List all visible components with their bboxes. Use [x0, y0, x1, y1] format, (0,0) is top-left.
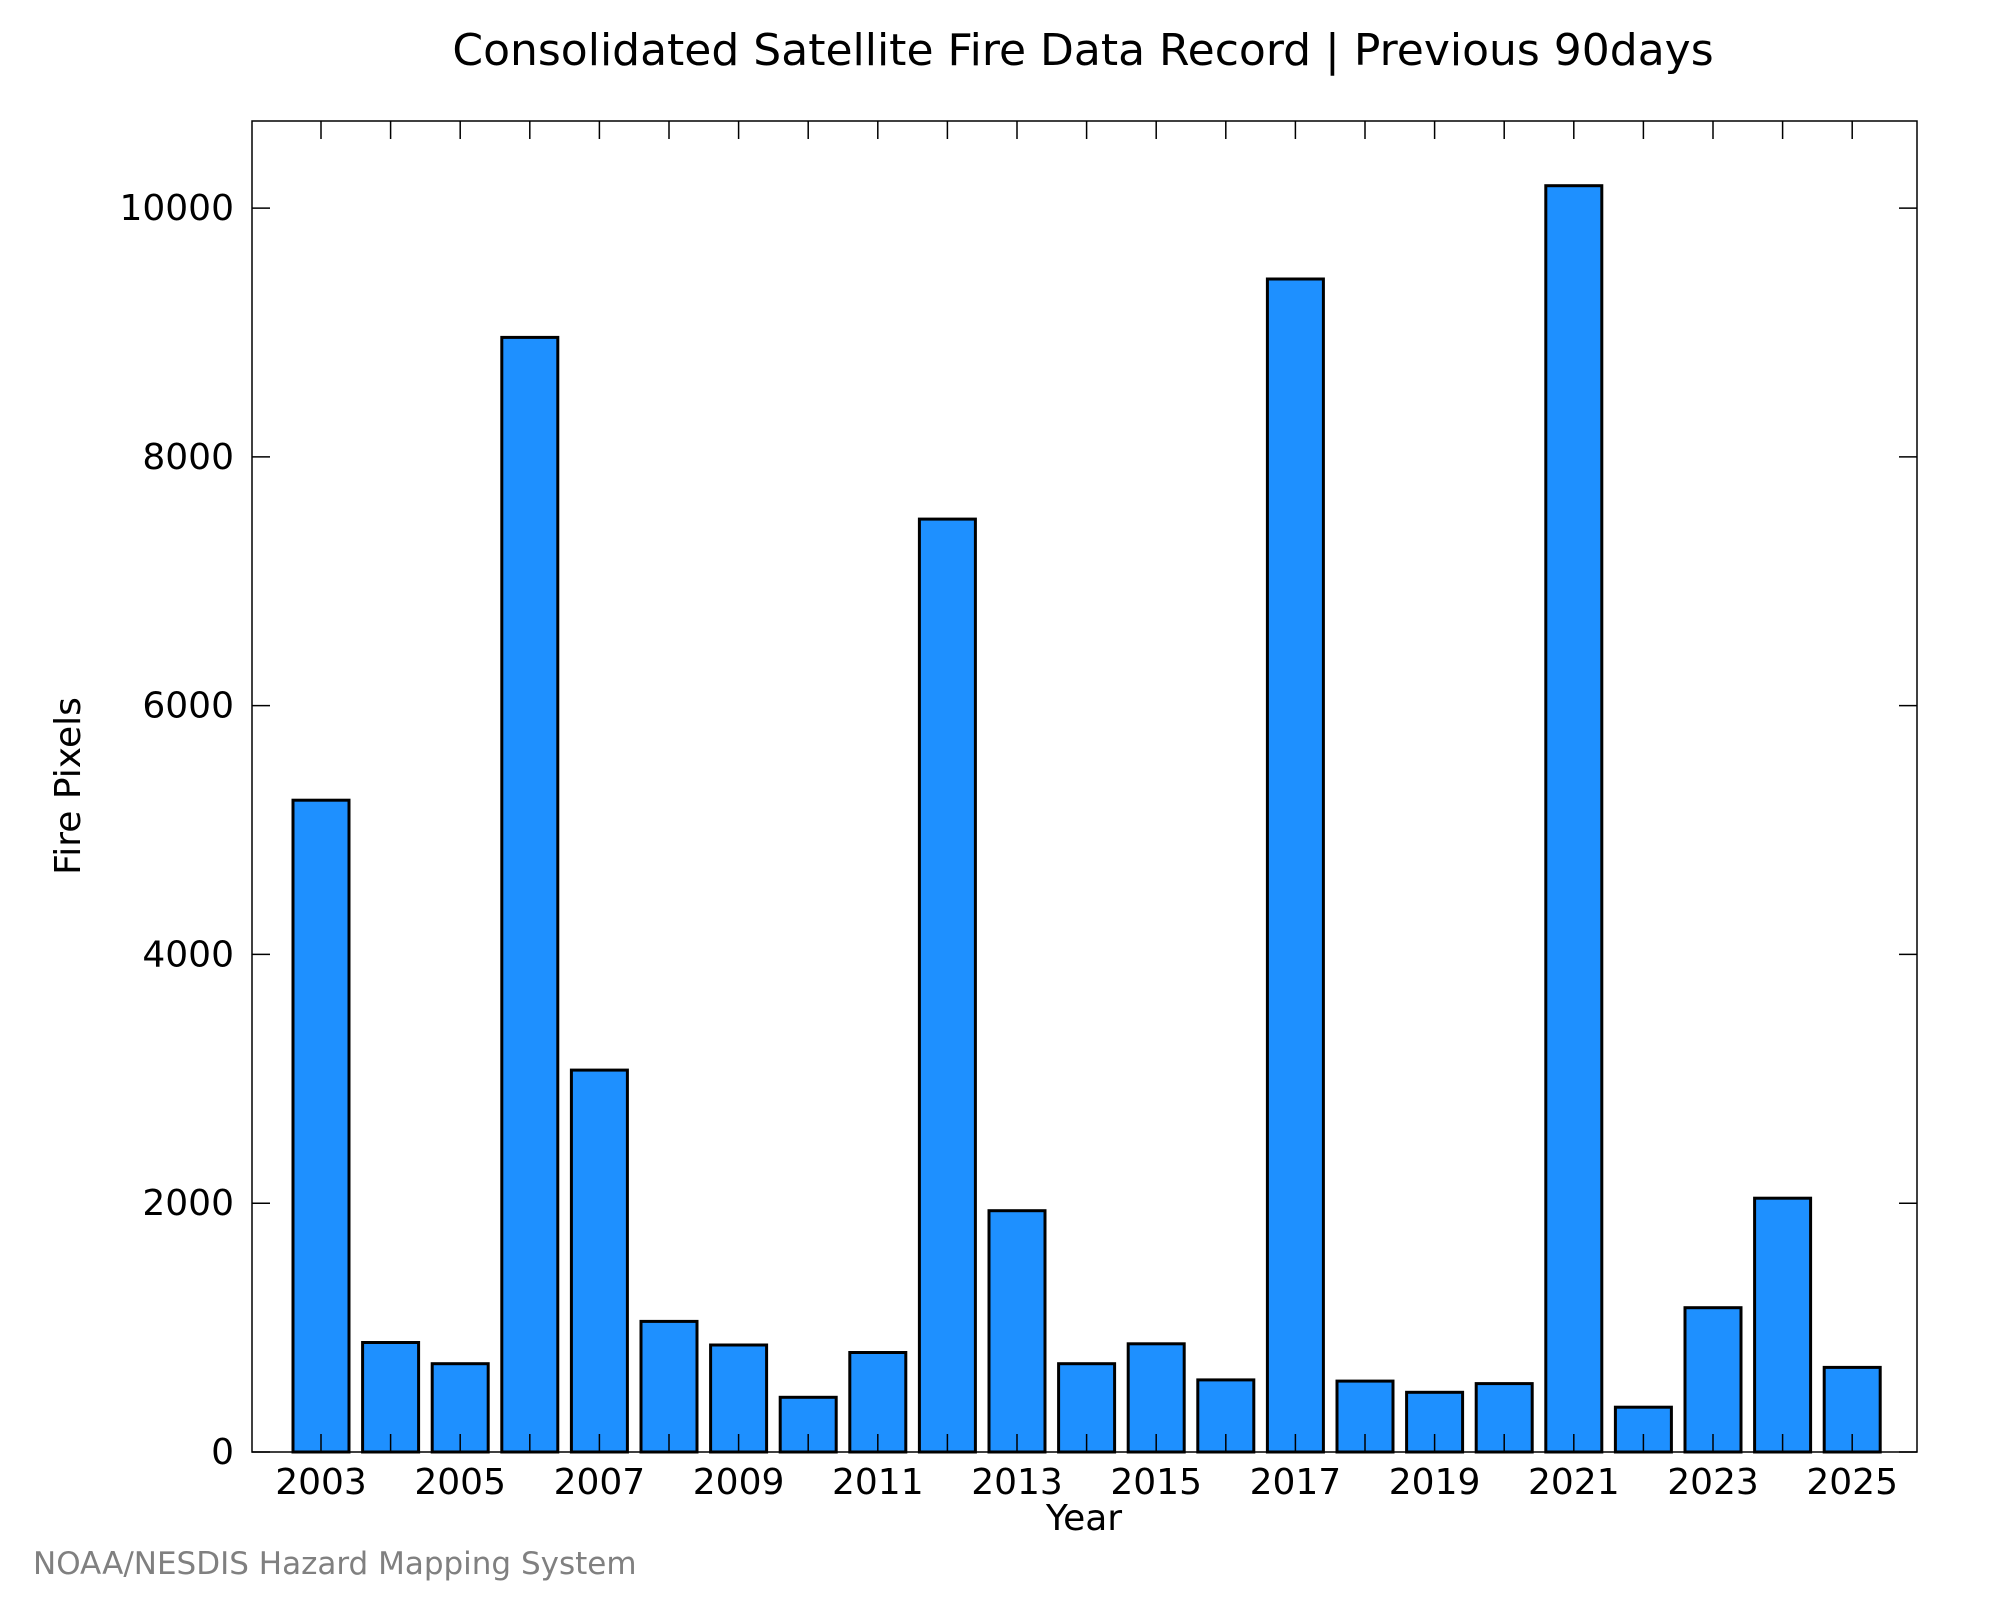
y-tick-label: 8000: [142, 437, 234, 478]
x-tick-label: 2021: [1528, 1462, 1620, 1503]
bar-2021: [1544, 184, 1604, 1454]
bars-group: [291, 184, 1882, 1454]
x-axis: 2003 2005 2007 2009 2011 2013 2015 2017 2019 2021…: [275, 121, 1898, 1503]
y-axis-label: Fire Pixels: [48, 697, 89, 875]
bar-2013: [987, 1209, 1047, 1454]
y-tick-label: 6000: [142, 686, 234, 727]
x-tick-label: 2015: [1110, 1462, 1202, 1503]
bar-2012: [917, 517, 977, 1454]
x-tick-label: 2011: [832, 1462, 924, 1503]
x-tick-label: 2013: [971, 1462, 1063, 1503]
source-credit: NOAA/NESDIS Hazard Mapping System: [33, 1546, 637, 1582]
x-tick-label: 2025: [1806, 1462, 1898, 1503]
bar-2015: [1126, 1342, 1186, 1454]
x-tick-label: 2003: [275, 1462, 367, 1503]
x-tick-label: 2019: [1389, 1462, 1481, 1503]
y-tick-label: 0: [211, 1432, 234, 1473]
bar-2008: [639, 1319, 699, 1454]
bar-2017: [1265, 277, 1325, 1454]
y-tick-label: 10000: [119, 188, 234, 229]
bar-2007: [569, 1068, 629, 1454]
x-tick-label: 2009: [693, 1462, 785, 1503]
x-tick-label: 2023: [1667, 1462, 1759, 1503]
x-tick-label: 2007: [554, 1462, 646, 1503]
y-tick-label: 2000: [142, 1183, 234, 1224]
y-tick-label: 4000: [142, 934, 234, 975]
chart-title: Consolidated Satellite Fire Data Record …: [452, 25, 1713, 76]
bar-2024: [1753, 1196, 1813, 1454]
bar-2006: [500, 335, 560, 1454]
bar-2003: [291, 798, 351, 1454]
bar-2023: [1683, 1306, 1743, 1454]
y-axis: 0 2000 4000 6000 8000 10000: [119, 188, 1917, 1473]
x-tick-label: 2017: [1250, 1462, 1342, 1503]
x-tick-label: 2005: [414, 1462, 506, 1503]
x-axis-label: Year: [1045, 1498, 1122, 1539]
